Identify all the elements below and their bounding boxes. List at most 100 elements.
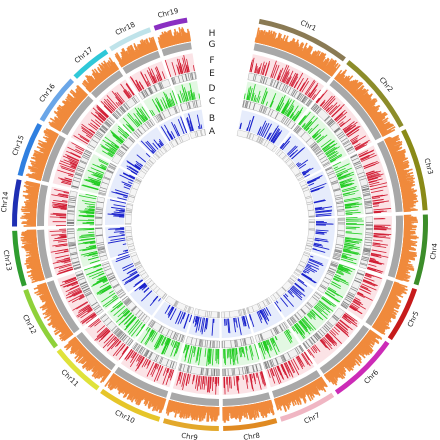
track-d-mark [206, 348, 209, 367]
track-b-mark [307, 261, 319, 267]
track-a-mark [300, 260, 307, 264]
track-b-mark [121, 181, 132, 187]
track-e-mark [364, 205, 373, 207]
track-d-mark [110, 302, 123, 313]
track-c-mark [312, 144, 318, 150]
track-d-mark [82, 200, 96, 204]
track-c-mark [174, 106, 178, 114]
track-h-bar [25, 180, 41, 186]
track-d-mark [231, 348, 235, 362]
track-d-mark [343, 193, 356, 197]
track-c-mark [334, 249, 342, 252]
track-a-mark [187, 306, 190, 313]
track-f-mark [129, 353, 139, 368]
track-d-mark [298, 320, 311, 335]
track-d-mark [207, 348, 210, 362]
track-e-mark [144, 89, 149, 97]
track-c-mark [273, 328, 277, 335]
track-c-mark [193, 100, 196, 108]
track-e-mark [238, 367, 240, 375]
track-b-mark [198, 125, 200, 130]
track-a-mark [126, 236, 133, 238]
track-f-mark [367, 177, 378, 182]
track-b-mark [140, 140, 154, 155]
track-f-mark [144, 73, 151, 86]
track-f-mark [245, 374, 249, 389]
track-f-mark [372, 242, 388, 246]
track-a-mark [196, 130, 199, 137]
track-b-mark [138, 283, 147, 290]
track-d-mark [104, 136, 120, 148]
track-d-mark [254, 97, 257, 103]
track-e-mark [73, 263, 80, 267]
track-d-mark [336, 170, 349, 177]
track-d-bg [79, 153, 110, 194]
track-b-mark [261, 309, 267, 320]
track-d-mark [99, 284, 111, 292]
track-d-mark [78, 195, 97, 200]
track-e-mark [296, 347, 301, 354]
track-f-mark [335, 324, 342, 330]
track-c-mark [99, 254, 107, 258]
track-b-mark [152, 295, 159, 302]
track-c-mark [166, 329, 170, 337]
track-a-mark [125, 211, 132, 213]
track-c-mark [319, 285, 327, 290]
track-b-mark [315, 209, 333, 213]
track-d-mark [118, 128, 129, 138]
track-e-mark [202, 368, 204, 376]
track-c-mark [285, 118, 290, 126]
track-c-mark [140, 313, 146, 320]
track-f-mark [249, 62, 253, 72]
track-d-mark [343, 245, 358, 250]
track-b-mark [302, 270, 307, 274]
track-b-mark [249, 314, 255, 328]
track-f-mark [291, 73, 299, 87]
chromosome-segment-8 [223, 418, 278, 431]
track-e-mark [138, 346, 143, 353]
track-c-mark [158, 325, 163, 333]
track-e-mark [114, 328, 120, 334]
track-e-mark [79, 281, 87, 285]
track-a-mark [285, 158, 291, 164]
track-e-mark [96, 132, 103, 137]
track-d-mark [312, 134, 317, 138]
track-f-mark [277, 365, 283, 375]
track-b-mark [129, 166, 139, 173]
track-a-mark [261, 138, 265, 145]
track-f-mark [287, 76, 292, 85]
track-f-mark [285, 362, 294, 378]
track-d-mark [343, 247, 353, 250]
track-d-mark [78, 210, 95, 213]
track-e-mark [338, 133, 345, 138]
track-f-mark [343, 121, 358, 133]
track-f-mark [342, 315, 355, 326]
track-e-mark [191, 72, 194, 80]
track-c-mark [161, 112, 166, 119]
track-e-mark [361, 259, 369, 262]
track-b-mark [122, 271, 138, 282]
track-c-mark [274, 327, 278, 335]
track-b-mark [304, 266, 315, 273]
track-c-mark [322, 161, 330, 166]
track-f-mark [54, 189, 70, 193]
track-f-mark [113, 337, 118, 341]
track-e-mark [73, 266, 81, 269]
track-c-mark [293, 125, 299, 131]
track-e-mark [67, 206, 75, 209]
track-c-mark [333, 256, 340, 259]
track-f-mark [352, 301, 366, 310]
track-b-mark [111, 191, 128, 197]
track-g-segment [37, 229, 53, 279]
track-c-mark [95, 211, 103, 213]
track-a-mark [302, 186, 308, 190]
track-f-mark [281, 65, 290, 83]
track-b-bg [305, 171, 335, 218]
chromosome-segment-13 [12, 230, 27, 287]
track-c-mark [325, 167, 333, 172]
track-f-mark [360, 156, 370, 161]
track-d-mark [301, 318, 312, 332]
track-f-mark [179, 371, 181, 377]
track-d-mark [189, 83, 194, 100]
track-d-mark [123, 310, 131, 317]
